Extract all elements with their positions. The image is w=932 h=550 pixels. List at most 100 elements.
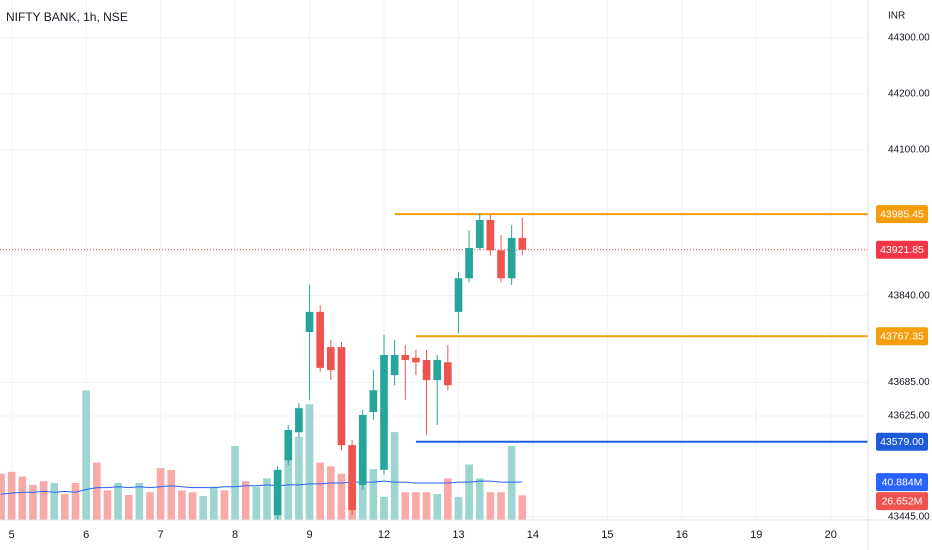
grid <box>0 0 868 520</box>
price-label-box <box>876 205 928 224</box>
candle-body <box>369 390 378 413</box>
volume-bar <box>0 473 5 520</box>
price-label-box <box>876 432 928 451</box>
volume-bar <box>231 445 239 520</box>
volume-bar <box>486 492 495 520</box>
volume-bar <box>295 436 303 520</box>
price-pane <box>0 213 868 520</box>
volume-bar <box>305 404 314 520</box>
volume-bar <box>507 445 516 520</box>
volume-bar <box>263 478 271 520</box>
volume-bar <box>71 482 80 520</box>
x-tick-label: 16 <box>676 529 688 541</box>
volume-bar <box>92 462 101 520</box>
volume-bar <box>326 466 335 520</box>
volume-bar <box>220 490 229 520</box>
volume-bar <box>7 471 16 520</box>
candle-body <box>390 354 399 376</box>
price-label: 43921.85 <box>880 244 924 256</box>
volume-bar <box>167 470 176 520</box>
candle-body <box>412 357 420 363</box>
volume-bar <box>337 473 346 520</box>
volume-bar <box>390 432 399 520</box>
price-label-box <box>876 492 928 511</box>
volume-bar <box>209 486 218 520</box>
volume-bar <box>443 478 452 520</box>
price-label: 43767.35 <box>880 331 924 343</box>
x-tick-label: 6 <box>83 529 89 541</box>
volume-bar <box>465 464 473 520</box>
volume-bar <box>135 482 144 520</box>
volume-bar <box>380 496 388 520</box>
x-tick-label: 20 <box>825 529 837 541</box>
x-tick-label: 8 <box>232 529 238 541</box>
candle-body <box>273 469 282 516</box>
candle-body <box>422 360 431 381</box>
price-label-box <box>876 473 928 492</box>
x-tick-label: 13 <box>452 529 464 541</box>
candle-body <box>326 347 335 371</box>
volume-bar <box>518 495 527 520</box>
candle-body <box>380 354 388 470</box>
volume-bar <box>316 462 325 520</box>
volume-bar <box>50 482 59 520</box>
candle-body <box>507 237 516 279</box>
price-label-box <box>876 327 928 346</box>
volume-bar <box>433 494 442 520</box>
volume-bar <box>114 482 122 520</box>
candle-body <box>305 311 314 333</box>
candle-body <box>443 362 452 386</box>
price-label: 40.884M <box>882 476 923 488</box>
currency-label: INR <box>888 11 905 22</box>
candle-body <box>497 250 505 279</box>
chart-title: NIFTY BANK, 1h, NSE <box>6 10 128 24</box>
axes: 44300.00 44200.00 44100.00 43840.00 43685.00… <box>9 33 931 541</box>
candle-body <box>433 360 442 381</box>
volume-bar <box>82 390 90 520</box>
volume-ma-line <box>1 480 523 495</box>
volume-bar <box>401 492 410 520</box>
x-tick-label: 9 <box>306 529 312 541</box>
x-tick-label: 19 <box>750 529 762 541</box>
y-tick-label: 44200.00 <box>888 89 930 100</box>
volume-bar <box>18 476 27 520</box>
volume-bar <box>497 492 505 520</box>
volume-bar <box>124 495 133 520</box>
y-tick-label: 43445.00 <box>888 511 930 522</box>
volume-bar <box>146 492 154 520</box>
candle-body <box>518 237 527 250</box>
volume-bar <box>188 492 197 520</box>
y-tick-label: 43840.00 <box>888 290 930 301</box>
price-label: 43985.45 <box>880 208 924 220</box>
candle-body <box>348 445 356 511</box>
volume-bar <box>39 481 48 520</box>
candle-body <box>486 220 495 251</box>
y-tick-label: 44100.00 <box>888 145 930 156</box>
volume-bar <box>156 468 165 520</box>
volume-bar <box>252 486 261 520</box>
candle-body <box>295 408 303 433</box>
volume-bar <box>422 492 431 520</box>
x-tick-label: 15 <box>601 529 613 541</box>
volume-bar <box>103 490 112 520</box>
x-tick-label: 7 <box>158 529 164 541</box>
price-label-box <box>876 240 928 259</box>
candle-body <box>454 278 463 312</box>
price-label: 26.652M <box>882 495 923 507</box>
y-tick-label: 43625.00 <box>888 411 930 422</box>
y-tick-label: 43685.00 <box>888 377 930 388</box>
volume-bar <box>29 484 37 520</box>
candle-body <box>401 354 410 361</box>
price-label: 43579.00 <box>880 436 924 448</box>
volume-bar <box>369 469 378 520</box>
volume-bar <box>475 478 484 520</box>
volume-bar <box>61 494 69 520</box>
candle-body <box>358 414 367 485</box>
candle-body <box>475 220 484 249</box>
candle-body <box>337 347 346 446</box>
volume-bar <box>199 495 208 520</box>
x-tick-label: 12 <box>378 529 390 541</box>
candle-body <box>465 248 473 279</box>
volume-bar <box>178 490 186 520</box>
candle-body <box>284 430 293 461</box>
